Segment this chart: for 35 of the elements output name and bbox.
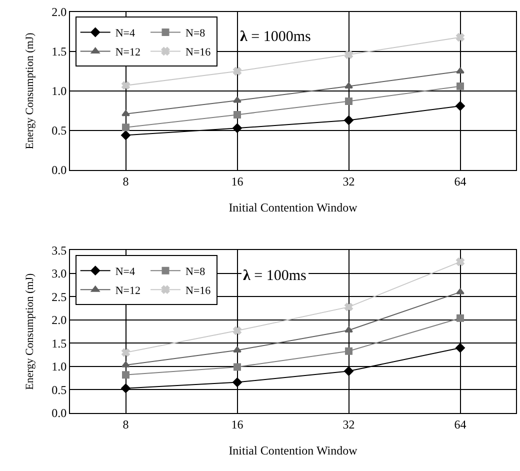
x-tick-label: 8 bbox=[122, 417, 129, 432]
y-tick-label: 1.0 bbox=[52, 360, 67, 374]
legend-label: N=16 bbox=[186, 46, 212, 59]
y-tick-label: 1.0 bbox=[52, 84, 67, 98]
y-tick-label: 0.0 bbox=[52, 163, 67, 178]
legend-label: N=12 bbox=[115, 46, 141, 59]
x-tick-label: 64 bbox=[454, 417, 466, 432]
x-axis-title: Initial Contention Window bbox=[228, 200, 358, 214]
x-tick-label: 8 bbox=[122, 174, 129, 188]
x-tick-label: 32 bbox=[342, 174, 355, 188]
x-tick-label: 64 bbox=[454, 174, 466, 188]
legend-label: N=4 bbox=[115, 28, 136, 40]
y-tick-label: 2.0 bbox=[52, 5, 67, 20]
x-tick-label: 32 bbox=[342, 417, 355, 432]
y-axis-title: Energy Consumption (mJ) bbox=[24, 273, 36, 390]
x-axis-title: Initial Contention Window bbox=[228, 443, 358, 458]
legend-label: N=12 bbox=[115, 284, 141, 297]
y-tick-label: 1.5 bbox=[52, 336, 67, 350]
annotation: λ = 1000ms bbox=[240, 29, 311, 45]
y-tick-label: 3.0 bbox=[52, 266, 67, 281]
y-tick-label: 2.5 bbox=[52, 290, 67, 304]
legend-label: N=8 bbox=[186, 28, 206, 40]
y-axis-title: Energy Consumption (mJ) bbox=[24, 32, 36, 150]
y-tick-label: 0.5 bbox=[52, 124, 67, 138]
y-tick-label: 0.5 bbox=[52, 382, 67, 397]
annotation: λ = 100ms bbox=[243, 268, 306, 284]
x-tick-label: 16 bbox=[231, 417, 244, 432]
legend-label: N=16 bbox=[186, 284, 212, 297]
y-tick-label: 0.0 bbox=[52, 406, 67, 420]
x-tick-label: 16 bbox=[231, 174, 244, 188]
y-tick-label: 2.0 bbox=[52, 313, 67, 328]
legend-label: N=8 bbox=[186, 266, 206, 278]
y-tick-label: 3.5 bbox=[52, 243, 67, 258]
legend-label: N=4 bbox=[115, 266, 136, 278]
y-tick-label: 1.5 bbox=[52, 44, 67, 59]
